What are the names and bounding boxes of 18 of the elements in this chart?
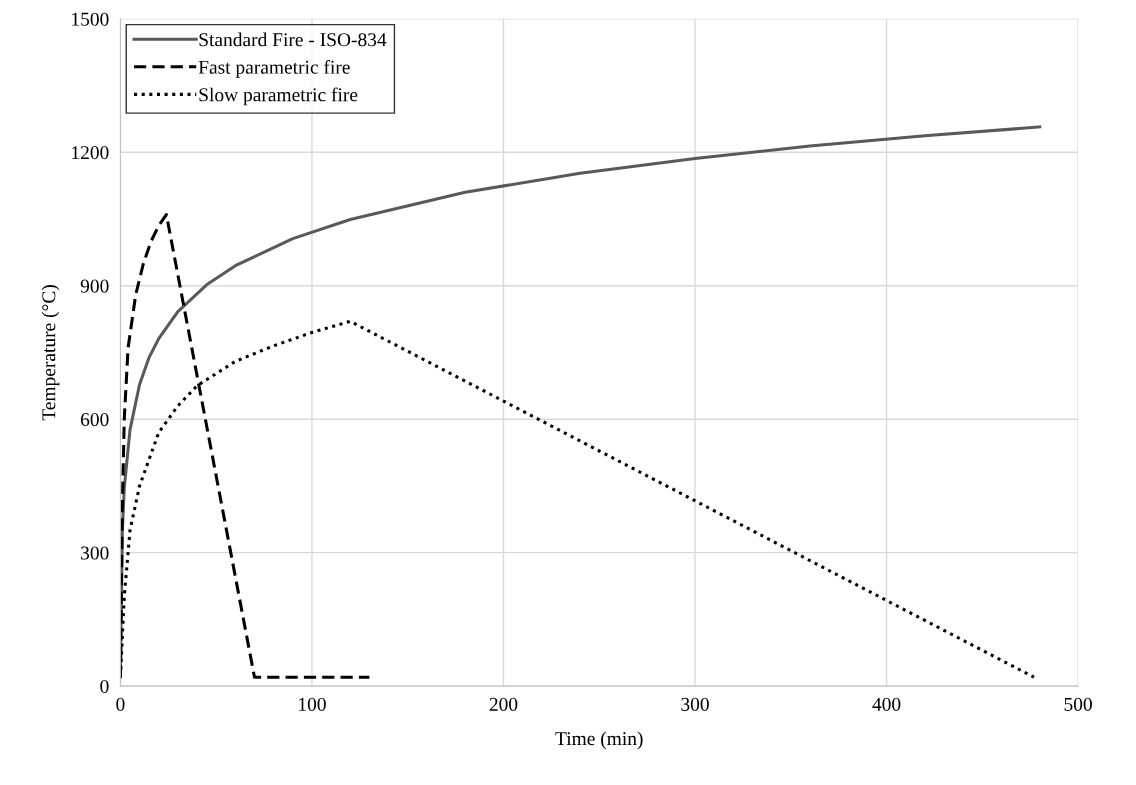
x-tick-label: 400 [872,697,901,711]
legend-label: Standard Fire - ISO-834 [199,32,387,47]
x-tick-label: 100 [299,697,326,711]
x-tick-label: 200 [489,697,518,711]
line-series [120,125,1042,679]
y-axis-title: Temperature (°C) [41,285,60,421]
y-tick-label: 900 [80,279,109,293]
legend-label: Slow parametric fire [199,87,358,106]
x-tick-label: 500 [1064,697,1092,711]
y-tick-label: 1500 [72,12,109,26]
y-tick-label: 1200 [72,146,109,160]
x-axis-title: Time (min) [555,731,643,750]
y-tick-label: 600 [80,413,109,427]
y-tick-label: 300 [81,546,109,560]
x-tick-label: 0 [116,697,125,711]
legend-label: Fast parametric fire [198,59,350,78]
x-tick-label: 300 [681,697,709,711]
y-tick-label: 0 [100,679,109,694]
